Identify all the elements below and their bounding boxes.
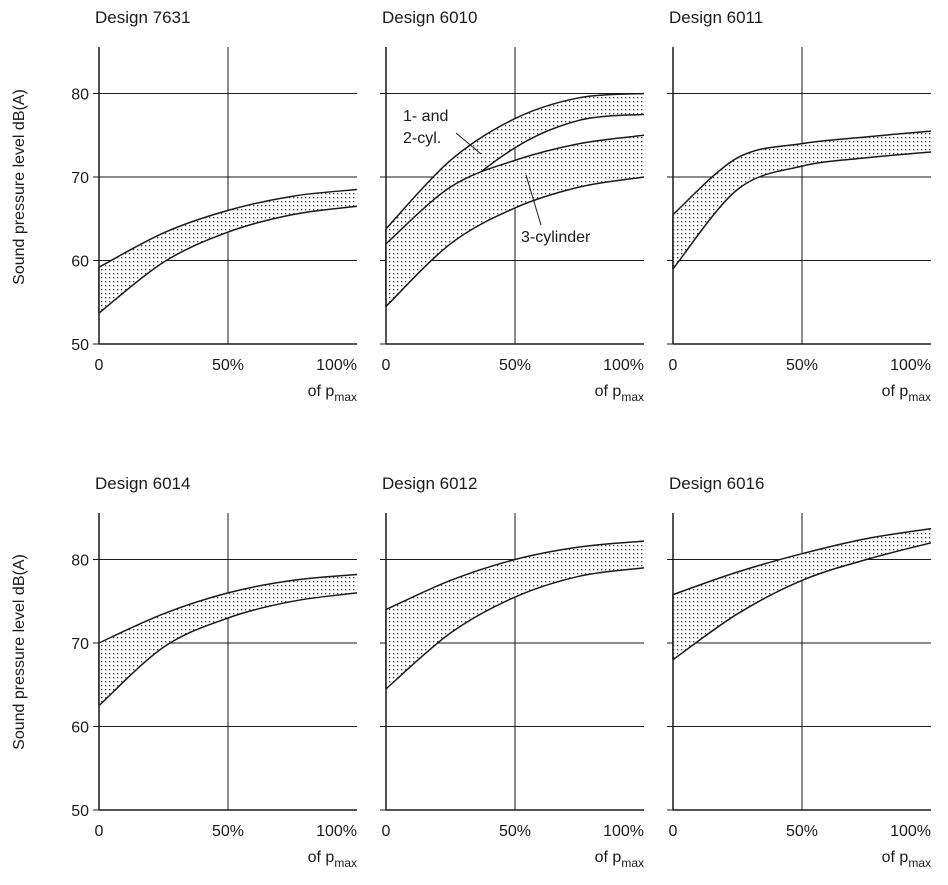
band-fill bbox=[99, 574, 357, 706]
band-fill bbox=[99, 189, 357, 314]
x-axis-label: of pmax bbox=[308, 383, 357, 404]
y-axis-label: Sound pressure level dB(A) bbox=[11, 89, 28, 285]
band-fill bbox=[673, 528, 931, 660]
band-upper-line bbox=[672, 130, 932, 216]
y-tick-label: 80 bbox=[71, 87, 89, 104]
panel-title: Design 6014 bbox=[95, 474, 190, 493]
band-fill bbox=[386, 541, 644, 689]
x-axis-label: of pmax bbox=[882, 383, 931, 404]
x-axis-label: of pmax bbox=[308, 849, 357, 870]
chart-panel: Design 6016 0 50% 100% of pmax bbox=[667, 474, 932, 870]
band-lower-line bbox=[672, 542, 932, 661]
x-tick-label: 0 bbox=[95, 823, 104, 840]
x-tick-label: 100% bbox=[316, 357, 357, 374]
x-tick-label: 0 bbox=[669, 823, 678, 840]
x-tick-label: 0 bbox=[669, 357, 678, 374]
annotation-label-3: 3-cylinder bbox=[521, 229, 591, 246]
y-tick-label: 50 bbox=[71, 337, 89, 354]
chart-panel: Design 6012 0 50% 100% of pmax bbox=[380, 474, 645, 870]
annotation-leader bbox=[525, 174, 542, 226]
chart-panel: Design 6014 50 60 70 80 0 50% 100% of pmax bbox=[71, 474, 358, 870]
band-upper-line bbox=[385, 540, 645, 611]
chart-panel: Design 6010 0 50% 100% of pmax 1- and 2-cyl. 3-… bbox=[380, 8, 645, 404]
annotation-bg bbox=[517, 225, 607, 247]
x-axis-label: of pmax bbox=[882, 849, 931, 870]
y-tick-label: 70 bbox=[71, 170, 89, 187]
annotation-label-2: 2-cyl. bbox=[403, 130, 441, 147]
x-tick-label: 100% bbox=[603, 823, 644, 840]
band-upper-line bbox=[385, 134, 645, 245]
panel-title: Design 7631 bbox=[95, 8, 190, 27]
x-tick-label: 50% bbox=[212, 357, 244, 374]
annotation-leader bbox=[455, 132, 482, 155]
annotation-label-1: 1- and bbox=[403, 108, 448, 125]
band-lower-line bbox=[672, 151, 932, 270]
band-upper-line bbox=[672, 527, 932, 596]
band-lower-line bbox=[385, 176, 645, 307]
band-fill bbox=[673, 131, 931, 269]
x-tick-label: 50% bbox=[786, 823, 818, 840]
panel-title: Design 6012 bbox=[382, 474, 477, 493]
x-tick-label: 0 bbox=[382, 357, 391, 374]
band-upper-line bbox=[385, 92, 645, 230]
band-lower-line bbox=[98, 205, 358, 314]
x-tick-label: 100% bbox=[603, 357, 644, 374]
x-tick-label: 0 bbox=[95, 357, 104, 374]
x-tick-label: 0 bbox=[382, 823, 391, 840]
x-axis-label: of pmax bbox=[595, 383, 644, 404]
x-tick-label: 50% bbox=[786, 357, 818, 374]
y-tick-label: 60 bbox=[71, 254, 89, 271]
y-tick-label: 60 bbox=[71, 720, 89, 737]
panel-title: Design 6011 bbox=[669, 8, 763, 27]
band-lower-line bbox=[385, 567, 645, 690]
x-tick-label: 50% bbox=[499, 357, 531, 374]
y-axis-label: Sound pressure level dB(A) bbox=[11, 554, 28, 750]
x-tick-label: 100% bbox=[316, 823, 357, 840]
chart-panel: Design 7631 50 60 70 80 0 50% 100% of pmax bbox=[71, 8, 358, 404]
band-upper-line bbox=[98, 188, 358, 268]
y-tick-label: 50 bbox=[71, 803, 89, 820]
annotation-bg bbox=[401, 103, 449, 149]
x-tick-label: 50% bbox=[499, 823, 531, 840]
panel-title: Design 6010 bbox=[382, 8, 477, 27]
x-tick-label: 50% bbox=[212, 823, 244, 840]
band-fill bbox=[386, 135, 644, 307]
band-lower-line bbox=[98, 592, 358, 707]
x-tick-label: 100% bbox=[890, 357, 931, 374]
y-tick-label: 80 bbox=[71, 553, 89, 570]
panel-title: Design 6016 bbox=[669, 474, 764, 493]
x-tick-label: 100% bbox=[890, 823, 931, 840]
band-upper-line bbox=[98, 573, 358, 644]
chart-panel: Design 6011 0 50% 100% of pmax bbox=[667, 8, 932, 404]
x-axis-label: of pmax bbox=[595, 849, 644, 870]
y-tick-label: 70 bbox=[71, 636, 89, 653]
